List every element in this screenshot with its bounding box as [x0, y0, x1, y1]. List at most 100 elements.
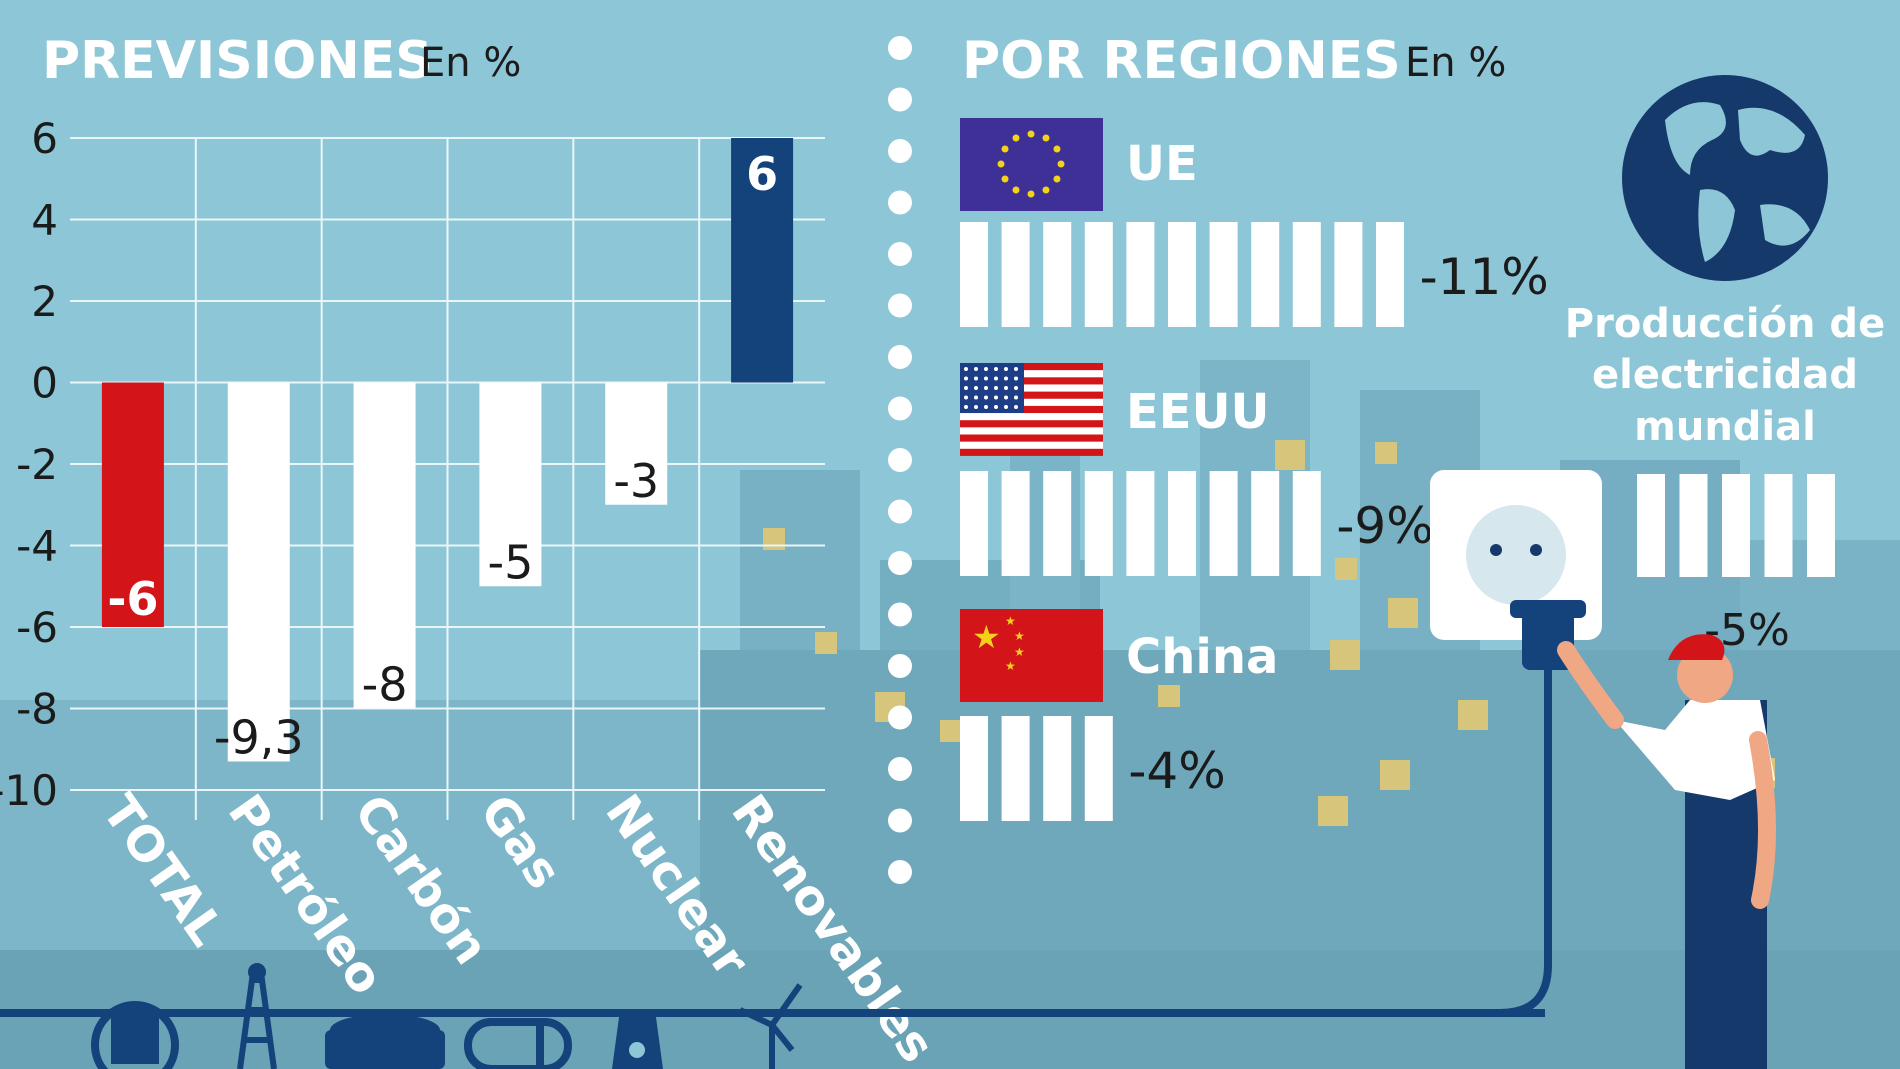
- eu-star: [1012, 186, 1020, 194]
- region-label-china: China: [1126, 629, 1278, 685]
- svg-text:★: ★: [972, 618, 1001, 656]
- eu-star: [1053, 145, 1061, 153]
- y-tick-label: -2: [16, 440, 58, 489]
- us-stripe: [960, 363, 1103, 371]
- world-title-line-2: electricidad: [1592, 352, 1858, 398]
- bar-value-label: -8: [362, 658, 408, 712]
- unit-bar: [960, 222, 988, 327]
- regions-title: POR REGIONES: [962, 31, 1401, 91]
- divider-dot: [888, 190, 912, 215]
- bar-renovables: [731, 138, 794, 383]
- chart-unit: En %: [420, 40, 521, 86]
- bar-value-label: -5: [487, 535, 533, 589]
- us-star: [984, 367, 988, 371]
- gas-tank-icon: [464, 1018, 572, 1069]
- us-star: [1014, 386, 1018, 390]
- unit-bar: [1722, 474, 1750, 577]
- oil-barrel-cycle-icon: [91, 1001, 179, 1069]
- divider-dot: [888, 345, 912, 369]
- unit-bar: [1043, 471, 1072, 576]
- y-tick-label: 4: [31, 196, 58, 245]
- region-value-label: -4%: [1128, 742, 1225, 800]
- us-flag-icon: [960, 363, 1103, 456]
- us-star: [984, 395, 988, 400]
- unit-bar: [1251, 471, 1280, 576]
- unit-bar: [960, 716, 988, 821]
- eu-star: [1012, 134, 1020, 142]
- y-tick-label: -10: [0, 766, 58, 815]
- regions-panel: POR REGIONES En % ★ ★ ★ ★ ★ UE EEUU Chin…: [915, 31, 1885, 1069]
- divider-dot: [888, 396, 912, 421]
- chart-title: PREVISIONES: [42, 31, 433, 91]
- nuclear-plant-icon: [612, 1010, 663, 1069]
- coal-wagon-icon: [325, 1014, 445, 1069]
- unit-bar: [1168, 222, 1196, 327]
- gridlines: [70, 137, 825, 820]
- unit-bar: [1376, 222, 1404, 327]
- us-star: [964, 367, 968, 371]
- us-star: [974, 405, 978, 409]
- bar-value-label: -3: [613, 454, 659, 508]
- wind-turbine-icon: [738, 983, 803, 1069]
- y-tick-label: 0: [31, 359, 58, 408]
- us-star: [974, 367, 978, 371]
- us-stripe: [960, 391, 1103, 399]
- bar-total: [101, 382, 164, 627]
- divider-dot: [888, 757, 912, 781]
- unit-bar: [1251, 222, 1280, 327]
- svg-text:★: ★: [1005, 614, 1016, 628]
- us-star: [974, 395, 978, 400]
- us-star: [974, 386, 978, 390]
- region-label-ue: UE: [1126, 136, 1198, 192]
- y-tick-label: -4: [16, 522, 58, 571]
- eu-star: [1027, 130, 1035, 138]
- china-flag-icon: ★ ★ ★ ★ ★: [960, 609, 1103, 702]
- region-value-labels: -11% -9% -4%: [1128, 248, 1548, 800]
- divider-dot: [888, 293, 912, 318]
- y-tick-label: -6: [16, 603, 58, 652]
- divider-dot: [888, 654, 912, 678]
- unit-bar: [1001, 471, 1030, 576]
- us-star: [994, 405, 998, 409]
- bar-carbón: [353, 382, 416, 709]
- us-star: [1004, 405, 1008, 409]
- us-star: [994, 395, 998, 400]
- divider-dot: [888, 36, 912, 60]
- unit-bar: [960, 471, 988, 576]
- unit-bar: [1807, 474, 1835, 577]
- us-star: [964, 386, 968, 390]
- y-tick-label: 6: [31, 114, 58, 163]
- us-star: [1004, 386, 1008, 390]
- unit-bar: [1292, 222, 1321, 327]
- region-value-label: -9%: [1336, 497, 1433, 555]
- world-title-line-3: mundial: [1634, 404, 1816, 450]
- divider-dot: [888, 448, 912, 472]
- svg-text:★: ★: [1014, 629, 1025, 643]
- eu-star: [1057, 160, 1065, 168]
- divider-dot: [888, 602, 912, 627]
- electrician-icon: [1557, 634, 1777, 1069]
- divider-dot: [888, 499, 912, 524]
- unit-bar: [1084, 222, 1113, 327]
- unit-bar: [1043, 716, 1072, 821]
- region-unit-bars: [960, 222, 1404, 821]
- us-star: [1014, 395, 1018, 400]
- bar-value-label: -9,3: [214, 710, 304, 764]
- unit-bar: [1209, 471, 1238, 576]
- unit-bar: [1126, 222, 1155, 327]
- us-star: [984, 405, 988, 409]
- us-star: [964, 395, 968, 400]
- divider-dot: [888, 551, 912, 575]
- divider-dot: [888, 87, 912, 112]
- bar-value-label: -6: [107, 572, 158, 626]
- us-star: [1004, 376, 1008, 381]
- unit-bar: [1001, 716, 1030, 821]
- us-star: [974, 376, 978, 381]
- region-value-label: -11%: [1420, 248, 1549, 306]
- us-star: [994, 386, 998, 390]
- us-star: [1014, 405, 1018, 409]
- us-star: [994, 376, 998, 381]
- eu-star: [1001, 175, 1009, 183]
- eu-flag-icon: [960, 118, 1103, 211]
- region-label-eeuu: EEUU: [1126, 384, 1270, 440]
